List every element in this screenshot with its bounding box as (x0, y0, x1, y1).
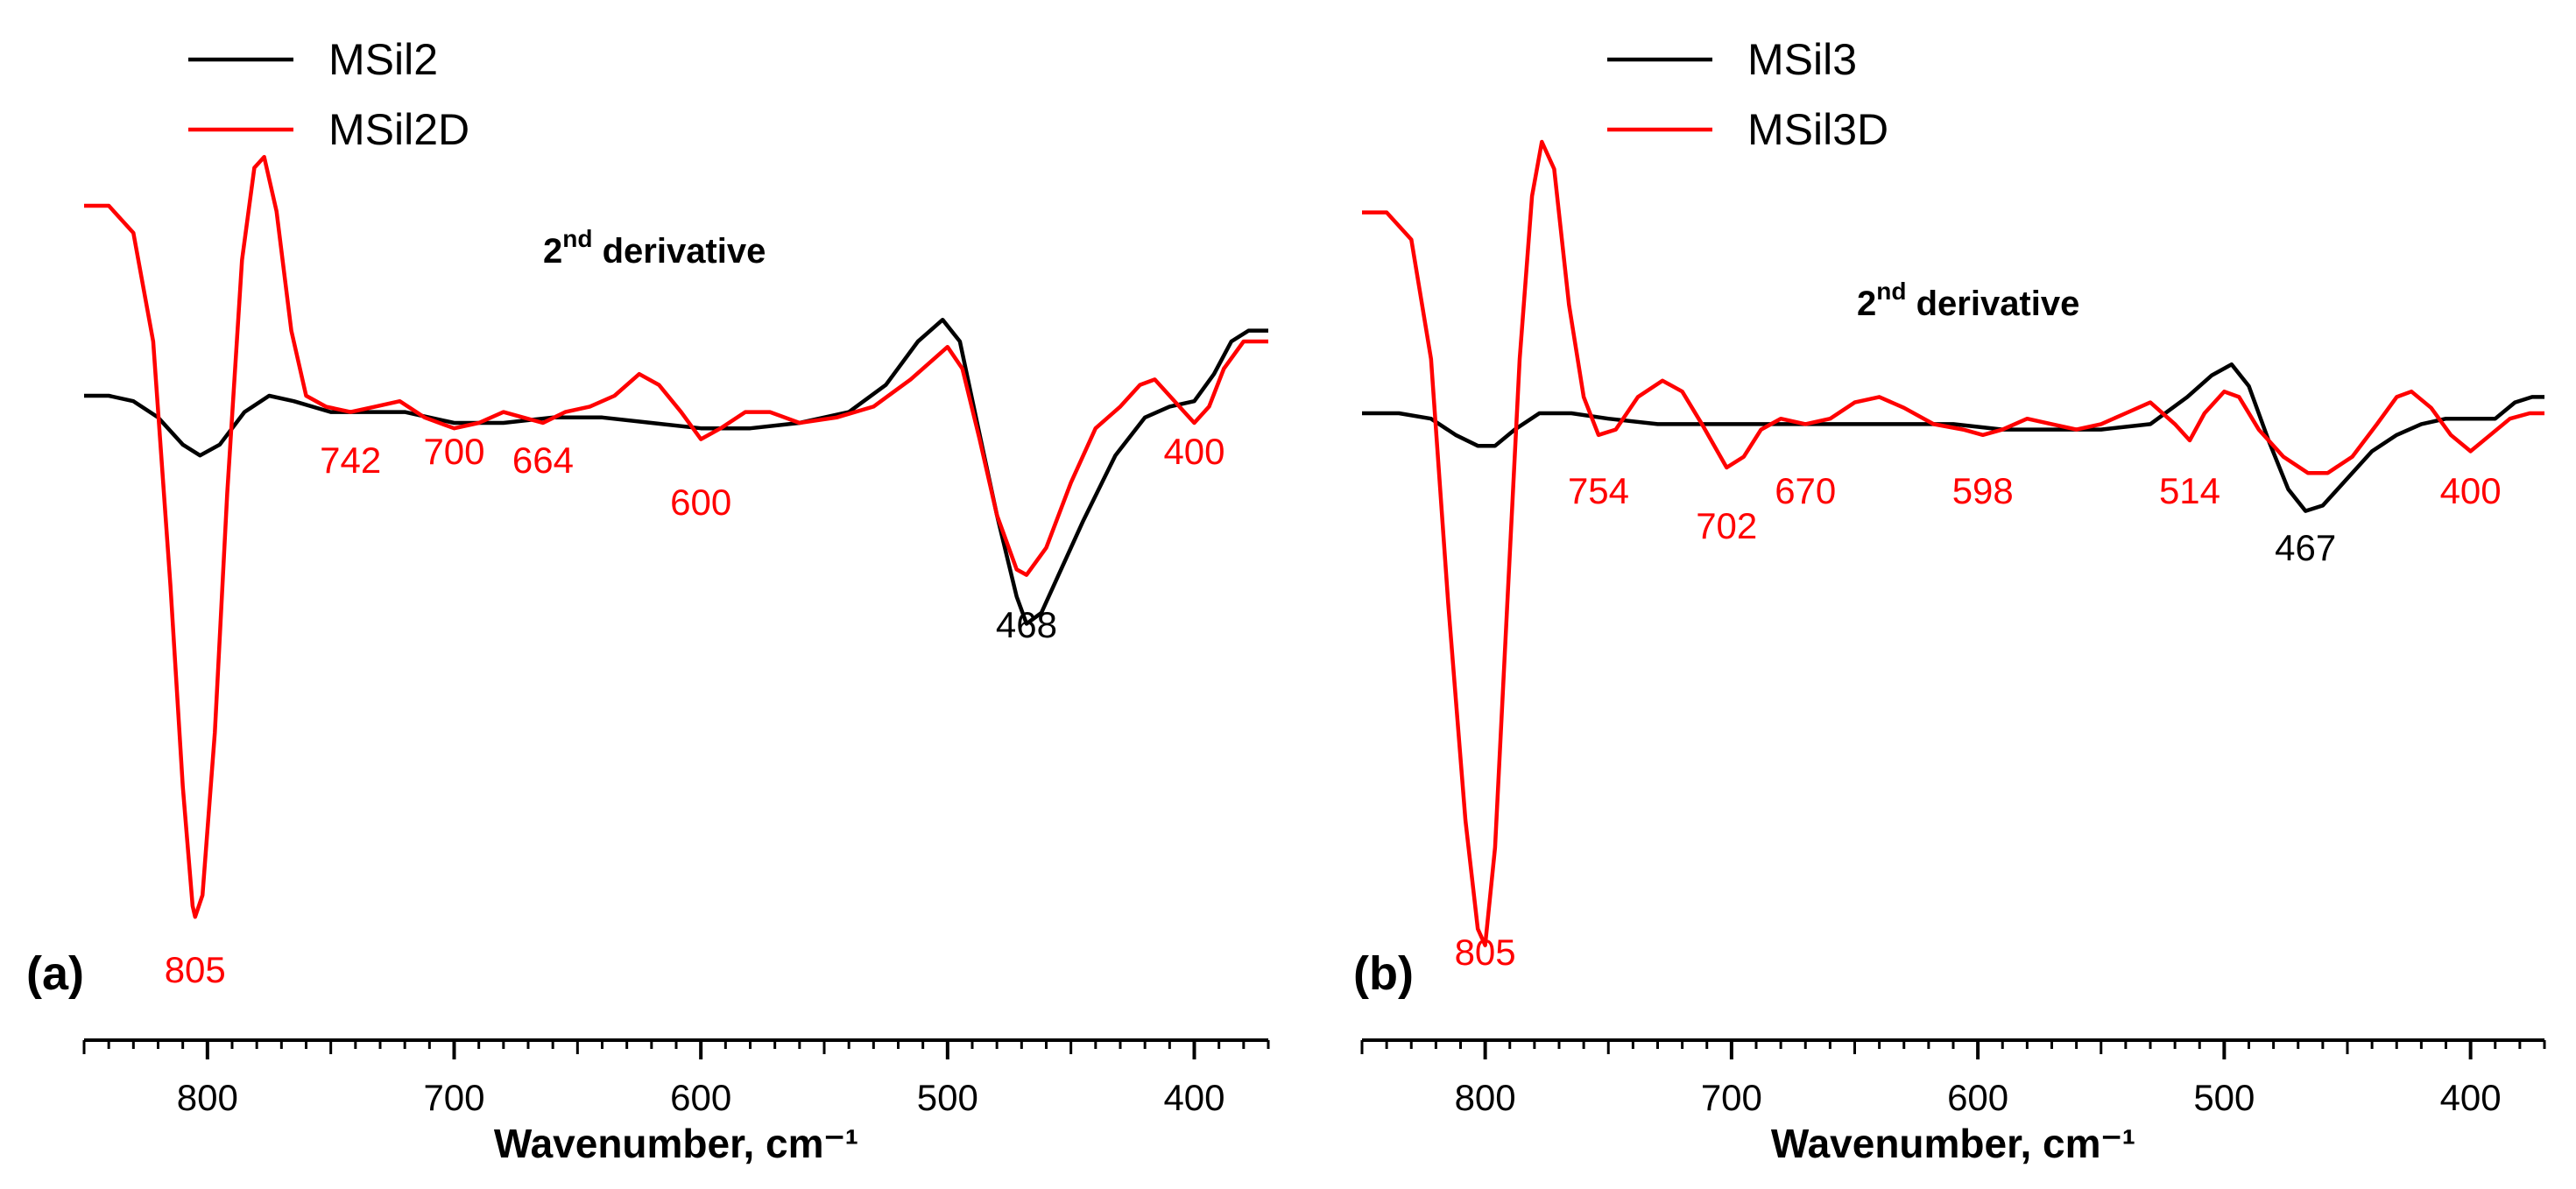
peak-label-664: 664 (512, 440, 574, 481)
peak-label-467: 467 (2275, 527, 2336, 568)
peak-label-400: 400 (2440, 470, 2502, 511)
panel-label: (a) (26, 947, 84, 1000)
series-line-msil2d (84, 154, 1268, 919)
x-tick-label: 400 (2440, 1077, 2502, 1118)
legend-label-msil3: MSil3 (1747, 35, 1857, 84)
x-tick-label: 800 (177, 1077, 238, 1118)
legend-label-msil3d: MSil3D (1747, 105, 1888, 154)
legend-label-msil2: MSil2 (328, 35, 438, 84)
peak-label-805: 805 (1455, 932, 1516, 973)
x-tick-label: 700 (423, 1077, 484, 1118)
x-tick-label: 600 (670, 1077, 731, 1118)
peak-label-468: 468 (996, 604, 1057, 645)
series-line-msil3 (1362, 362, 2544, 513)
chart-title: 2nd derivative (1857, 278, 2079, 323)
peak-label-598: 598 (1952, 470, 2014, 511)
peak-label-805: 805 (165, 949, 226, 990)
peak-label-754: 754 (1568, 470, 1629, 511)
chart-panel-2: 800 700 600 500 400 Wavenumber, cm⁻¹ MSil3 MSil… (1353, 35, 2546, 1166)
x-tick-label: 400 (1163, 1077, 1224, 1118)
x-tick-label: 500 (917, 1077, 978, 1118)
x-tick-label: 800 (1455, 1077, 1516, 1118)
peak-label-700: 700 (423, 431, 484, 472)
peak-label-400: 400 (1163, 431, 1224, 472)
legend-label-msil2d: MSil2D (328, 105, 469, 154)
peak-label-702: 702 (1696, 505, 1757, 546)
peak-label-600: 600 (670, 482, 731, 523)
x-tick-label: 500 (2193, 1077, 2255, 1118)
chart-panel-1: 800 700 600 500 400 Wavenumber, cm⁻¹ MSil2 MSil… (26, 35, 1270, 1166)
series-line-msil3d (1362, 139, 2544, 947)
peak-label-670: 670 (1775, 470, 1836, 511)
chart-title: 2nd derivative (543, 225, 766, 271)
panel-label: (b) (1353, 947, 1414, 1000)
x-tick-label: 600 (1947, 1077, 2008, 1118)
x-tick-label: 700 (1701, 1077, 1762, 1118)
peak-label-742: 742 (320, 440, 381, 481)
series-line-msil2 (84, 317, 1268, 626)
x-axis-label: Wavenumber, cm⁻¹ (494, 1121, 858, 1166)
x-axis-label: Wavenumber, cm⁻¹ (1771, 1121, 2135, 1166)
peak-label-514: 514 (2159, 470, 2220, 511)
